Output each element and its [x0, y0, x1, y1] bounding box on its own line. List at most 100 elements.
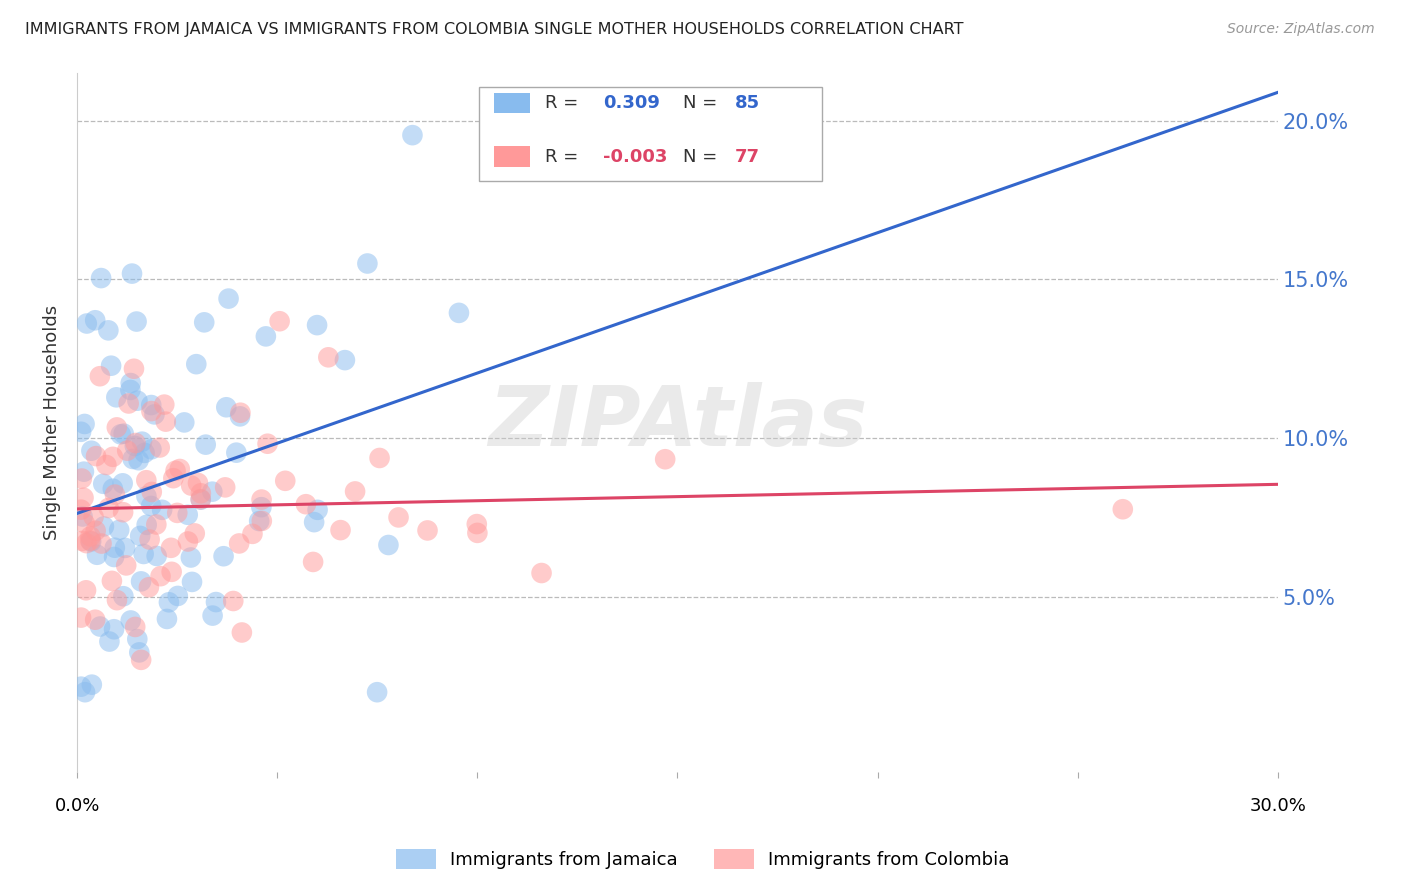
Point — [141, 485, 163, 500]
Point — [112, 589, 135, 603]
Point — [377, 538, 399, 552]
Point — [125, 314, 148, 328]
Point — [103, 622, 125, 636]
Point — [80, 678, 103, 692]
Point — [256, 436, 278, 450]
Point — [156, 612, 179, 626]
Point — [134, 446, 156, 460]
Point — [124, 620, 146, 634]
Point — [90, 271, 112, 285]
Point — [180, 478, 202, 492]
Point — [150, 503, 173, 517]
Point — [157, 595, 180, 609]
Point — [73, 417, 96, 431]
Point — [187, 475, 209, 490]
Point — [215, 401, 238, 415]
Legend: Immigrants from Jamaica, Immigrants from Colombia: Immigrants from Jamaica, Immigrants from… — [387, 839, 1019, 879]
Point — [654, 452, 676, 467]
Point — [302, 555, 325, 569]
Point — [302, 515, 325, 529]
Point — [155, 415, 177, 429]
Point — [79, 533, 101, 548]
Point — [90, 536, 112, 550]
Text: ZIPAtlas: ZIPAtlas — [488, 382, 868, 463]
Point — [70, 502, 93, 516]
Point — [111, 476, 134, 491]
Point — [139, 499, 162, 513]
Point — [135, 517, 157, 532]
Point — [149, 441, 172, 455]
Point — [212, 549, 235, 564]
Point — [127, 393, 149, 408]
Point — [169, 462, 191, 476]
Point — [307, 318, 329, 332]
Point — [138, 580, 160, 594]
Point — [190, 486, 212, 500]
Point — [250, 500, 273, 515]
Point — [165, 464, 187, 478]
Text: 77: 77 — [735, 148, 761, 166]
Point — [162, 471, 184, 485]
Point — [329, 523, 352, 537]
Point — [128, 645, 150, 659]
Point — [247, 514, 270, 528]
Point — [79, 529, 101, 543]
Point — [190, 492, 212, 507]
Point — [229, 406, 252, 420]
Point — [101, 574, 124, 588]
Point — [93, 519, 115, 533]
Point — [295, 497, 318, 511]
Point — [127, 632, 149, 646]
Point — [190, 492, 212, 507]
Point — [231, 625, 253, 640]
Point — [143, 408, 166, 422]
Point — [101, 450, 124, 464]
Point — [84, 449, 107, 463]
Text: 0.309: 0.309 — [603, 94, 659, 112]
Point — [318, 351, 340, 365]
Point — [254, 329, 277, 343]
Point — [80, 534, 103, 549]
Point — [447, 306, 470, 320]
Point — [225, 445, 247, 459]
Point — [131, 434, 153, 449]
Point — [70, 680, 93, 694]
Point — [344, 484, 367, 499]
Point — [465, 517, 488, 532]
Point — [138, 533, 160, 547]
Point — [242, 527, 264, 541]
Point — [91, 476, 114, 491]
Point — [145, 517, 167, 532]
Text: Source: ZipAtlas.com: Source: ZipAtlas.com — [1227, 22, 1375, 37]
Point — [416, 524, 439, 538]
Point — [180, 550, 202, 565]
Point — [105, 593, 128, 607]
Text: R =: R = — [546, 148, 585, 166]
Point — [153, 398, 176, 412]
Point — [214, 480, 236, 494]
Point — [1112, 502, 1135, 516]
Point — [269, 314, 291, 328]
Point — [166, 589, 188, 603]
Point — [73, 685, 96, 699]
Point — [135, 489, 157, 503]
Point — [114, 541, 136, 555]
Point — [201, 484, 224, 499]
Point — [132, 547, 155, 561]
Point — [75, 536, 97, 550]
Point — [115, 558, 138, 573]
Point — [96, 458, 118, 472]
Text: 30.0%: 30.0% — [1250, 797, 1306, 815]
Point — [387, 510, 409, 524]
Point — [108, 523, 131, 537]
Text: R =: R = — [546, 94, 585, 112]
Point — [186, 357, 208, 371]
Point — [105, 420, 128, 434]
Point — [366, 685, 388, 699]
Point — [467, 525, 489, 540]
Point — [101, 482, 124, 496]
Point — [173, 416, 195, 430]
Point — [73, 516, 96, 531]
Point — [70, 425, 93, 439]
Point — [368, 450, 391, 465]
